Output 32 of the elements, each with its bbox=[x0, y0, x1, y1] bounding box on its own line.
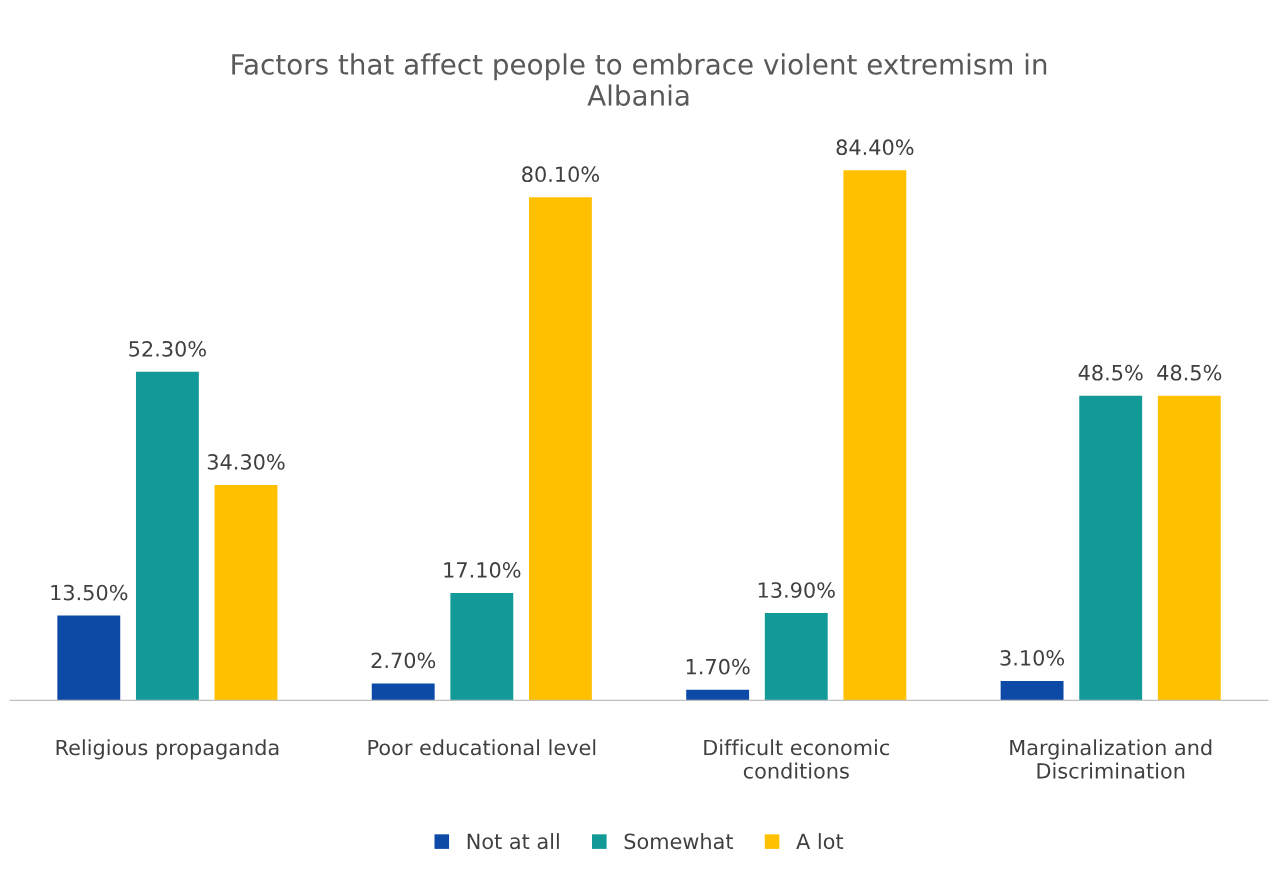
bar bbox=[1079, 395, 1143, 701]
bar bbox=[57, 615, 121, 701]
legend-label: A lot bbox=[796, 833, 844, 850]
data-label: 13.90% bbox=[758, 582, 835, 598]
legend-label: Somewhat bbox=[624, 833, 734, 850]
data-label: 13.50% bbox=[51, 584, 128, 601]
chart-title: Factors that affect people to embrace violent extremism in Albania bbox=[232, 53, 1047, 106]
data-label: 34.30% bbox=[207, 454, 285, 470]
bar bbox=[843, 170, 907, 701]
x-tick-label: Marginalization and Discrimination bbox=[1010, 739, 1212, 779]
data-label: 80.10% bbox=[522, 166, 600, 183]
bar bbox=[686, 689, 750, 701]
bar bbox=[529, 197, 592, 701]
bar bbox=[1000, 680, 1064, 701]
data-label: 1.70% bbox=[686, 658, 750, 675]
data-label: 48.5% bbox=[1078, 364, 1143, 381]
bar bbox=[371, 683, 435, 701]
data-label: 48.5% bbox=[1157, 364, 1222, 381]
legend-label: Not at all bbox=[467, 833, 559, 850]
x-tick-label: Difficult economic conditions bbox=[704, 739, 889, 779]
bar bbox=[135, 371, 199, 701]
bar bbox=[214, 484, 278, 701]
data-label: 2.70% bbox=[371, 652, 436, 669]
data-label: 17.10% bbox=[444, 562, 521, 578]
data-label: 3.10% bbox=[1000, 649, 1065, 666]
data-label: 84.40% bbox=[836, 139, 914, 156]
data-label: 52.30% bbox=[129, 340, 206, 357]
x-tick-label: Poor educational level bbox=[368, 739, 596, 756]
bar bbox=[1157, 395, 1221, 701]
bar bbox=[764, 613, 828, 701]
bar bbox=[450, 592, 514, 701]
x-tick-label: Religious propaganda bbox=[56, 739, 279, 760]
